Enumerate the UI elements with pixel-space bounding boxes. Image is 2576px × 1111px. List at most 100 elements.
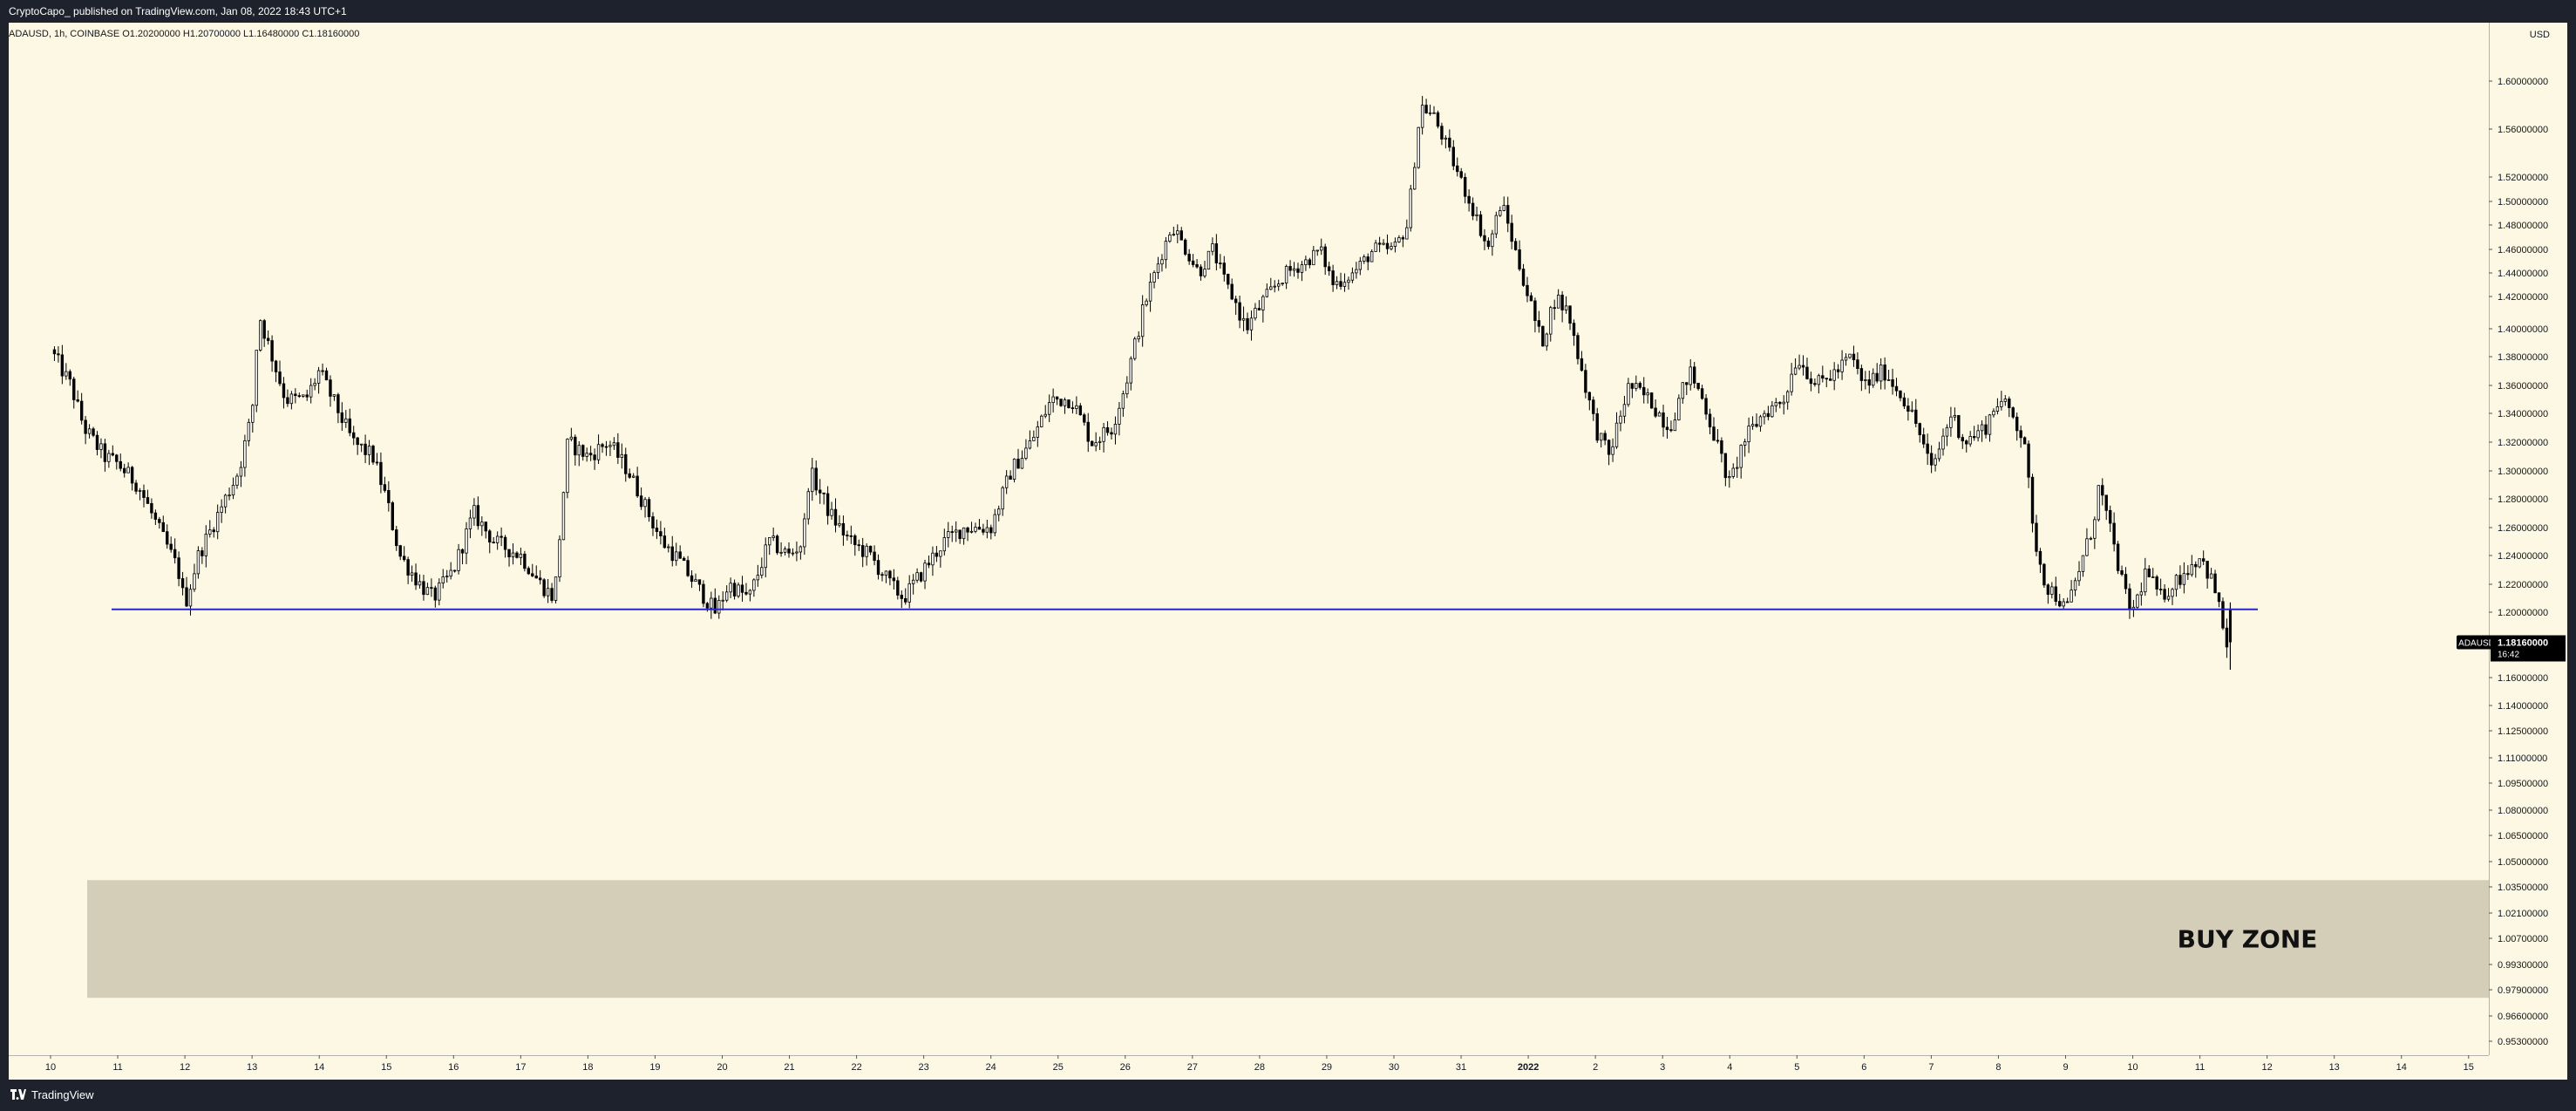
candle-body	[931, 552, 935, 566]
candle-body	[274, 360, 278, 372]
candle-body	[574, 436, 577, 456]
candle-body	[2171, 589, 2174, 597]
price-tag-value: 1.18160000	[2498, 638, 2548, 649]
x-tick-label: 7	[1928, 1062, 1934, 1073]
candle-body	[1758, 416, 1763, 427]
candle-body	[806, 491, 810, 520]
candle-body	[892, 577, 896, 582]
candle-body	[1692, 366, 1696, 384]
candle-body	[495, 535, 500, 543]
candle-body	[122, 467, 126, 474]
candle-body	[348, 418, 351, 433]
x-tick-label: 23	[919, 1062, 929, 1073]
candle-body	[1506, 205, 1510, 224]
y-tick-label: 0.99300000	[2498, 960, 2548, 971]
candle-body	[1261, 296, 1265, 310]
candle-body	[425, 587, 430, 596]
candle-body	[119, 460, 122, 469]
candle-body	[1004, 475, 1009, 488]
candle-body	[873, 551, 876, 562]
candle-body	[1206, 250, 1211, 269]
candle-body	[387, 489, 391, 503]
candle-body	[546, 588, 550, 596]
candle-body	[1513, 241, 1518, 250]
candle-body	[628, 473, 631, 478]
candle-body	[596, 444, 601, 460]
candle-body	[566, 439, 569, 494]
candle-body	[2213, 573, 2217, 594]
candle-body	[1230, 283, 1234, 300]
x-tick-label: 3	[1660, 1062, 1665, 1073]
candle-body	[1685, 382, 1689, 385]
candle-body	[1510, 222, 1513, 242]
y-tick-label: 1.24000000	[2498, 551, 2548, 562]
candle-body	[1728, 476, 1731, 479]
currency-label[interactable]: USD	[2530, 30, 2550, 40]
candle-body	[1541, 325, 1545, 347]
candle-body	[1152, 272, 1156, 283]
candle-body	[2065, 601, 2070, 603]
candle-body	[1195, 264, 1199, 268]
candle-body	[1662, 412, 1665, 428]
candle-body	[126, 467, 130, 474]
price-chart[interactable]: BUY ZONE 1.60000000 1.56000000 1.52000000 1.…	[9, 23, 2567, 1080]
candle-body	[309, 385, 313, 398]
candle-body	[1859, 368, 1864, 381]
candle-body	[99, 443, 103, 450]
candle-body	[1755, 424, 1758, 427]
candle-body	[398, 545, 402, 557]
candle-body	[2209, 573, 2213, 579]
candle-body	[1988, 414, 1992, 435]
candle-body	[838, 522, 841, 526]
candle-body	[2124, 574, 2128, 590]
candle-body	[1910, 409, 1914, 412]
y-tick-label: 1.46000000	[2498, 245, 2548, 256]
candle-body	[1448, 137, 1451, 148]
candle-body	[1941, 435, 1945, 450]
candle-body	[1355, 269, 1358, 274]
tradingview-logo-icon	[10, 1089, 26, 1100]
candle-body	[414, 572, 418, 586]
candle-body	[1848, 353, 1852, 358]
candle-body	[515, 552, 519, 558]
candle-body	[760, 567, 764, 576]
candle-body	[364, 443, 367, 455]
candle-body	[1009, 475, 1012, 480]
candle-body	[445, 576, 449, 578]
candle-body	[1288, 266, 1292, 271]
candle-body	[1001, 487, 1004, 510]
candle-body	[989, 527, 993, 534]
candle-body	[519, 553, 523, 558]
candle-body	[686, 560, 690, 576]
candle-body	[1736, 467, 1739, 469]
candle-body	[1677, 398, 1681, 420]
candle-body	[138, 490, 142, 492]
candle-body	[713, 597, 717, 614]
y-tick-label: 1.40000000	[2498, 324, 2548, 335]
candle-body	[1063, 399, 1067, 406]
candle-body	[795, 551, 799, 554]
candle-body	[212, 529, 215, 533]
candle-body	[472, 505, 476, 519]
candle-body	[52, 349, 57, 355]
candle-body	[130, 467, 134, 484]
candle-body	[1603, 433, 1607, 441]
candle-body	[2120, 569, 2124, 575]
candle-body	[2201, 558, 2206, 562]
candle-body	[1428, 112, 1432, 114]
y-tick-label: 1.12500000	[2498, 726, 2548, 737]
y-tick-label: 1.44000000	[2498, 269, 2548, 279]
candle-body	[2038, 550, 2042, 565]
candle-body	[1078, 405, 1083, 416]
candle-body	[1984, 424, 1988, 435]
candle-body	[1852, 353, 1856, 361]
candle-body	[1214, 243, 1219, 264]
publisher-bar: CryptoCapo_ published on TradingView.com…	[0, 0, 2576, 23]
candle-body	[1700, 388, 1704, 399]
candle-body	[791, 552, 795, 555]
candle-body	[2108, 509, 2112, 524]
candle-body	[1657, 412, 1662, 417]
candle-body	[1708, 413, 1712, 428]
candle-body	[724, 591, 729, 601]
candle-body	[1137, 336, 1140, 340]
